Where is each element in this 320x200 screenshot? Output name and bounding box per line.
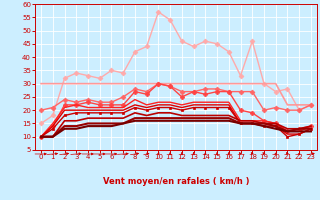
X-axis label: Vent moyen/en rafales ( km/h ): Vent moyen/en rafales ( km/h ) <box>103 177 249 186</box>
